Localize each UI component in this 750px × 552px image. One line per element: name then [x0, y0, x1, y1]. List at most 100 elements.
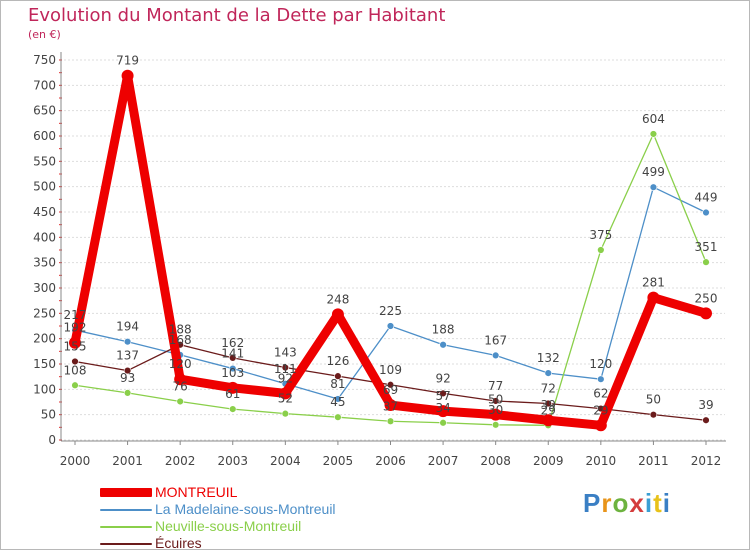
x-tick-label: 2001: [112, 454, 143, 468]
data-point: [386, 322, 395, 330]
data-label: 29: [593, 403, 608, 417]
data-point: [702, 416, 710, 424]
x-tick-label: 2003: [217, 454, 248, 468]
data-label: 126: [326, 354, 349, 368]
data-point: [334, 395, 342, 403]
x-tick-label: 2006: [375, 454, 406, 468]
data-label: 375: [589, 228, 612, 242]
data-point: [123, 338, 132, 346]
chart-subtitle: (en €): [28, 28, 61, 41]
data-point: [439, 419, 447, 427]
data-label: 72: [541, 382, 556, 396]
data-label: 62: [593, 387, 608, 401]
data-point: [544, 369, 552, 377]
data-label: 34: [435, 401, 450, 415]
data-label: 109: [379, 363, 402, 377]
data-label: 93: [120, 371, 135, 385]
data-point: [437, 405, 450, 418]
logo-letter: i: [644, 488, 654, 518]
y-tick-label: 200: [33, 332, 56, 346]
data-point: [491, 397, 500, 405]
data-point: [229, 364, 237, 373]
data-point: [386, 381, 395, 389]
data-point: [71, 381, 79, 389]
data-label: 45: [330, 395, 345, 409]
data-point: [384, 399, 397, 412]
data-label: 141: [221, 347, 244, 361]
data-label: 39: [698, 398, 713, 412]
data-label: 50: [488, 393, 503, 407]
legend-label: MONTREUIL: [155, 484, 238, 500]
x-tick-label: 2007: [428, 454, 459, 468]
logo-letter: o: [612, 488, 630, 518]
data-label: 499: [642, 165, 665, 179]
data-point: [123, 366, 132, 375]
data-label: 92: [278, 371, 293, 385]
data-point: [281, 409, 290, 418]
data-label: 167: [484, 333, 507, 347]
data-label: 217: [64, 308, 87, 322]
data-point: [281, 363, 290, 372]
y-tick-label: 700: [33, 78, 56, 92]
data-point: [439, 389, 447, 398]
x-tick-label: 2010: [586, 454, 617, 468]
legend-label: Neuville-sous-Montreuil: [155, 518, 302, 534]
y-tick-label: 500: [33, 180, 56, 194]
data-label: 76: [173, 379, 188, 393]
data-label: 111: [274, 362, 297, 376]
y-tick-label: 100: [33, 382, 56, 396]
data-point: [597, 375, 605, 383]
data-label: 108: [64, 363, 87, 377]
data-label: 120: [589, 357, 612, 371]
data-label: 250: [695, 291, 718, 305]
data-label: 719: [116, 54, 139, 68]
logo-letter: i: [662, 488, 671, 518]
logo-letter: r: [601, 488, 613, 518]
y-tick-label: 50: [41, 408, 56, 422]
data-point: [279, 387, 292, 400]
data-point: [489, 408, 502, 421]
data-point: [649, 130, 658, 138]
data-point: [226, 381, 239, 394]
y-tick-label: 350: [33, 256, 56, 270]
data-label: 194: [116, 320, 139, 334]
data-point: [229, 354, 237, 362]
data-label: 61: [225, 387, 240, 401]
y-tick-label: 550: [33, 154, 56, 168]
data-label: 225: [379, 304, 402, 318]
x-tick-label: 2004: [270, 454, 301, 468]
data-label: 120: [169, 357, 192, 371]
data-label: 143: [274, 346, 297, 360]
data-point: [700, 307, 712, 320]
x-tick-label: 2000: [60, 454, 91, 468]
data-point: [123, 389, 132, 397]
data-label: 137: [116, 349, 139, 363]
data-point: [229, 405, 237, 413]
data-point: [69, 336, 81, 349]
x-tick-label: 2009: [533, 454, 564, 468]
legend-label: La Madelaine-sous-Montreuil: [155, 501, 336, 517]
logo-letter: P: [583, 488, 602, 518]
x-tick-label: 2008: [480, 454, 511, 468]
data-label: 248: [326, 292, 349, 306]
data-label: 77: [488, 379, 503, 393]
legend-swatch: [100, 526, 152, 528]
data-point: [702, 208, 710, 217]
proxiti-logo: Proxiti: [583, 488, 671, 519]
data-point: [334, 372, 342, 380]
data-label: 81: [330, 377, 345, 391]
data-point: [176, 397, 184, 406]
data-label: 29: [541, 403, 556, 417]
data-label: 188: [432, 323, 455, 337]
y-tick-label: 300: [33, 281, 56, 295]
y-tick-label: 150: [33, 357, 56, 371]
data-label: 92: [435, 371, 450, 385]
data-point: [702, 258, 710, 266]
data-label: 449: [695, 191, 718, 205]
logo-letter: x: [629, 488, 645, 518]
logo-letter: t: [653, 488, 663, 518]
data-point: [594, 419, 607, 432]
legend-label: Écuires: [155, 535, 202, 551]
data-label: 192: [64, 321, 87, 335]
data-point: [649, 410, 658, 419]
